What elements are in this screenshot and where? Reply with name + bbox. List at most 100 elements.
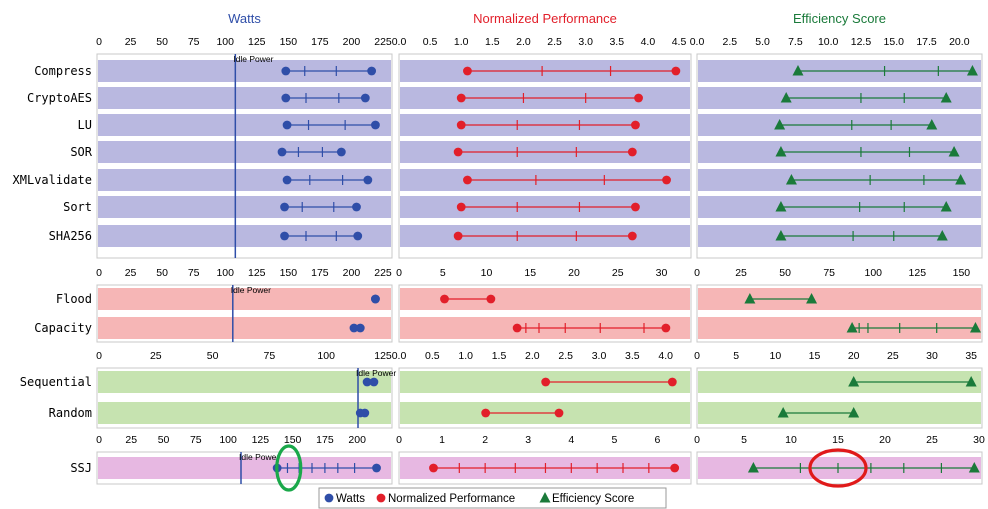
min-marker	[362, 377, 372, 387]
tick-label: 1.5	[492, 350, 507, 362]
tick-label: 100	[216, 36, 234, 48]
tick-label: 3.5	[625, 350, 640, 362]
legend-label-eff: Efficiency Score	[552, 493, 634, 505]
tick-label: 20	[568, 267, 580, 279]
min-marker	[481, 408, 491, 418]
tick-label: 75	[264, 350, 276, 362]
min-marker	[282, 120, 292, 130]
tick-label: 4	[568, 434, 574, 446]
tick-label: 5.0	[755, 36, 770, 48]
min-marker	[456, 202, 466, 212]
tick-label: 225	[374, 36, 392, 48]
max-marker	[966, 65, 978, 76]
tick-label: 17.5	[916, 36, 937, 48]
tick-label: 2.5	[547, 36, 562, 48]
min-marker	[512, 323, 522, 333]
row-label: LU	[78, 118, 92, 132]
min-marker	[281, 66, 291, 76]
max-marker	[355, 323, 365, 333]
tick-label: 15.0	[884, 36, 905, 48]
min-marker	[280, 202, 289, 212]
tick-label: 2.0	[525, 350, 540, 362]
min-marker	[774, 119, 786, 130]
row-label: Random	[49, 406, 92, 420]
max-marker	[670, 463, 680, 473]
tick-label: 75	[190, 434, 202, 446]
row-band	[98, 141, 391, 163]
max-marker	[667, 377, 677, 387]
tick-label: 4.5	[672, 36, 687, 48]
tick-label: 100	[317, 350, 335, 362]
legend-label-norm: Normalized Performance	[388, 493, 515, 505]
max-marker	[360, 93, 370, 103]
max-marker	[371, 294, 380, 304]
tick-label: 0	[96, 350, 102, 362]
tick-label: 75	[188, 36, 200, 48]
group-memory: 0 25 50 75 100 125 150 175 200 225 0 5 10 15 20 25 30 0 25…	[34, 267, 983, 343]
tick-label: 150	[280, 36, 298, 48]
row-band	[98, 196, 391, 218]
column-title-watts: Watts	[228, 11, 261, 26]
tick-label: 5	[741, 434, 747, 446]
tick-label: 0	[694, 434, 700, 446]
idle-power-label: Idle Power	[231, 285, 271, 295]
max-marker	[631, 202, 640, 212]
min-marker	[846, 322, 858, 333]
min-marker	[281, 93, 291, 103]
max-marker	[948, 146, 960, 157]
tick-label: 125	[248, 36, 266, 48]
legend: Watts Normalized Performance Efficiency Sc…	[318, 487, 667, 509]
tick-label: 0.0	[690, 36, 705, 48]
min-marker	[453, 231, 463, 241]
max-marker	[554, 408, 564, 418]
min-marker	[456, 120, 466, 130]
group-storage: 0 25 50 75 100 125 0.0 0.5 1.0 1.5 2.0 2.5 3.0 3.5 4.0…	[20, 350, 983, 429]
max-marker	[627, 147, 637, 157]
legend-label-watts: Watts	[336, 493, 365, 505]
min-marker	[775, 201, 787, 212]
row-band	[400, 288, 690, 310]
min-marker	[541, 377, 551, 387]
min-marker	[456, 93, 466, 103]
tick-label: 3.5	[609, 36, 624, 48]
row-band	[98, 457, 391, 479]
legend-box	[318, 487, 667, 509]
tick-label: 175	[311, 267, 329, 279]
row-band	[98, 169, 391, 191]
tick-label: 200	[343, 267, 361, 279]
tick-label: 1.0	[454, 36, 469, 48]
tick-label: 50	[156, 267, 168, 279]
max-marker	[806, 293, 818, 304]
tick-label: 5	[611, 434, 617, 446]
tick-label: 150	[280, 267, 298, 279]
idle-power-label: Idle Power	[239, 452, 279, 462]
tick-label: 50	[779, 267, 791, 279]
tick-label: 0	[694, 267, 700, 279]
max-marker	[940, 92, 952, 103]
tick-label: 50	[207, 350, 219, 362]
tick-label: 25	[150, 350, 162, 362]
tick-label: 75	[188, 267, 200, 279]
tick-label: 6	[655, 434, 661, 446]
max-marker	[968, 462, 980, 473]
tick-label: 30	[973, 434, 985, 446]
legend-marker-norm	[376, 493, 386, 503]
legend-marker-eff	[539, 492, 551, 503]
tick-label: 15	[809, 350, 821, 362]
max-marker	[367, 66, 377, 76]
tick-label: 75	[823, 267, 835, 279]
tick-label: 25	[612, 267, 624, 279]
tick-label: 25	[125, 267, 137, 279]
tick-label: 200	[343, 36, 361, 48]
min-marker	[780, 92, 792, 103]
column-title-norm: Normalized Performance	[473, 11, 617, 26]
tick-label: 125	[252, 434, 270, 446]
max-marker	[661, 323, 671, 333]
max-marker	[372, 463, 381, 473]
tick-label: 3	[525, 434, 531, 446]
row-band	[98, 114, 391, 136]
min-marker	[463, 66, 472, 76]
max-marker	[926, 119, 938, 130]
row-band	[98, 225, 391, 247]
